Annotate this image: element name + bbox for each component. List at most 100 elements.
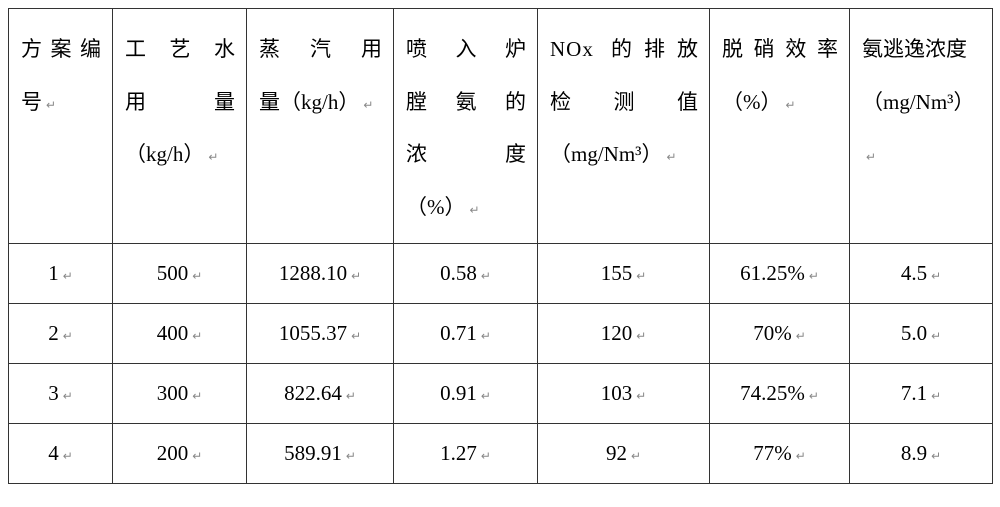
cell-value: 300 xyxy=(157,381,189,405)
table-cell: 74.25% ↵ xyxy=(710,364,850,424)
column-header-line: 浓 度 xyxy=(406,128,527,181)
return-mark-icon: ↵ xyxy=(786,98,796,112)
table-cell: 2↵ xyxy=(9,304,113,364)
return-mark-icon: ↵ xyxy=(208,150,218,164)
column-header: 工艺水用 量（kg/h）↵ xyxy=(113,9,247,244)
column-header-line: 脱硝效率 xyxy=(722,23,839,76)
return-mark-icon: ↵ xyxy=(796,449,806,463)
cell-value: 0.58 xyxy=(440,261,477,285)
column-header-line: （mg/Nm³）↵ xyxy=(550,128,699,181)
cell-value: 155 xyxy=(601,261,633,285)
table-cell: 822.64 ↵ xyxy=(247,364,394,424)
table-cell: 5.0 ↵ xyxy=(850,304,993,364)
return-mark-icon: ↵ xyxy=(192,449,202,463)
cell-value: 7.1 xyxy=(901,381,927,405)
return-mark-icon: ↵ xyxy=(351,269,361,283)
table-row: 4↵200↵589.91↵1.27↵92↵77%↵8.9↵ xyxy=(9,424,993,484)
table-body: 1↵500↵1288.10↵0.58↵155↵61.25%↵4.5↵2↵400↵… xyxy=(9,244,993,484)
return-mark-icon: ↵ xyxy=(481,329,491,343)
cell-value: 1288.10 xyxy=(279,261,347,285)
cell-value: 200 xyxy=(157,441,189,465)
cell-value: 0.91 xyxy=(440,381,477,405)
return-mark-icon: ↵ xyxy=(481,389,491,403)
table-cell: 155↵ xyxy=(538,244,710,304)
return-mark-icon: ↵ xyxy=(192,269,202,283)
cell-value: 822.64 xyxy=(284,381,342,405)
cell-value: 70% xyxy=(753,321,792,345)
return-mark-icon: ↵ xyxy=(46,98,56,112)
return-mark-icon: ↵ xyxy=(666,150,676,164)
cell-value: 74.25% xyxy=(740,381,805,405)
table-cell: 3↵ xyxy=(9,364,113,424)
return-mark-icon: ↵ xyxy=(470,203,480,217)
return-mark-icon: ↵ xyxy=(351,329,361,343)
table-row: 1↵500↵1288.10↵0.58↵155↵61.25%↵4.5↵ xyxy=(9,244,993,304)
return-mark-icon: ↵ xyxy=(363,98,373,112)
return-mark-icon: ↵ xyxy=(63,269,73,283)
cell-value: 500 xyxy=(157,261,189,285)
column-header-line: （%）↵ xyxy=(722,76,839,129)
cell-value: 589.91 xyxy=(284,441,342,465)
column-header-text: 脱硝效率（%）↵ xyxy=(722,23,839,128)
cell-value: 400 xyxy=(157,321,189,345)
cell-value: 1 xyxy=(48,261,59,285)
column-header-line: 检 测 值 xyxy=(550,76,699,129)
table-cell: 1↵ xyxy=(9,244,113,304)
return-mark-icon: ↵ xyxy=(63,389,73,403)
column-header: 喷 入 炉膛 氨 的浓 度（%）↵ xyxy=(394,9,538,244)
cell-value: 103 xyxy=(601,381,633,405)
column-header-line: 蒸 汽 用 xyxy=(259,23,383,76)
column-header-line: 氨逃逸浓度 xyxy=(862,23,982,76)
cell-value: 4 xyxy=(48,441,59,465)
column-header-line: 喷 入 炉 xyxy=(406,23,527,76)
return-mark-icon: ↵ xyxy=(346,389,356,403)
cell-value: 5.0 xyxy=(901,321,927,345)
return-mark-icon: ↵ xyxy=(866,150,876,164)
column-header-text: 喷 入 炉膛 氨 的浓 度（%）↵ xyxy=(406,23,527,233)
table-cell: 300↵ xyxy=(113,364,247,424)
column-header-line: 用 量 xyxy=(125,76,236,129)
table-cell: 77%↵ xyxy=(710,424,850,484)
cell-value: 61.25% xyxy=(740,261,805,285)
return-mark-icon: ↵ xyxy=(809,269,819,283)
table-cell: 500↵ xyxy=(113,244,247,304)
table-cell: 61.25% ↵ xyxy=(710,244,850,304)
table-cell: 70% ↵ xyxy=(710,304,850,364)
column-header-text: 蒸 汽 用量（kg/h）↵ xyxy=(259,23,383,128)
column-header: 氨逃逸浓度（mg/Nm³）↵ xyxy=(850,9,993,244)
table-cell: 1.27↵ xyxy=(394,424,538,484)
table-cell: 4↵ xyxy=(9,424,113,484)
table-cell: 4.5↵ xyxy=(850,244,993,304)
table-cell: 8.9↵ xyxy=(850,424,993,484)
cell-value: 1.27 xyxy=(440,441,477,465)
table-header: 方案编号↵工艺水用 量（kg/h）↵蒸 汽 用量（kg/h）↵喷 入 炉膛 氨 … xyxy=(9,9,993,244)
table-cell: 7.1↵ xyxy=(850,364,993,424)
column-header-line: 工艺水 xyxy=(125,23,236,76)
table-cell: 120↵ xyxy=(538,304,710,364)
return-mark-icon: ↵ xyxy=(192,329,202,343)
return-mark-icon: ↵ xyxy=(631,449,641,463)
table-cell: 1288.10 ↵ xyxy=(247,244,394,304)
return-mark-icon: ↵ xyxy=(192,389,202,403)
column-header-text: 方案编号↵ xyxy=(21,23,102,128)
return-mark-icon: ↵ xyxy=(796,329,806,343)
column-header-text: NOx 的排放检 测 值（mg/Nm³）↵ xyxy=(550,23,699,181)
data-table: 方案编号↵工艺水用 量（kg/h）↵蒸 汽 用量（kg/h）↵喷 入 炉膛 氨 … xyxy=(8,8,993,484)
column-header-line: （%）↵ xyxy=(406,181,527,234)
column-header-line: 方案编 xyxy=(21,23,102,76)
column-header-line: NOx 的排放 xyxy=(550,23,699,76)
return-mark-icon: ↵ xyxy=(346,449,356,463)
table-row: 2↵400↵1055.37↵0.71↵120↵70%↵5.0↵ xyxy=(9,304,993,364)
column-header-line: （kg/h）↵ xyxy=(125,128,236,181)
return-mark-icon: ↵ xyxy=(931,329,941,343)
return-mark-icon: ↵ xyxy=(809,389,819,403)
column-header-line: 膛 氨 的 xyxy=(406,76,527,129)
table-cell: 589.91 ↵ xyxy=(247,424,394,484)
cell-value: 8.9 xyxy=(901,441,927,465)
return-mark-icon: ↵ xyxy=(931,269,941,283)
table-cell: 0.71↵ xyxy=(394,304,538,364)
table-row: 3↵300↵822.64↵0.91↵103↵74.25%↵7.1↵ xyxy=(9,364,993,424)
column-header-line: （mg/Nm³）↵ xyxy=(862,76,982,181)
table-cell: 0.91 ↵ xyxy=(394,364,538,424)
return-mark-icon: ↵ xyxy=(636,389,646,403)
